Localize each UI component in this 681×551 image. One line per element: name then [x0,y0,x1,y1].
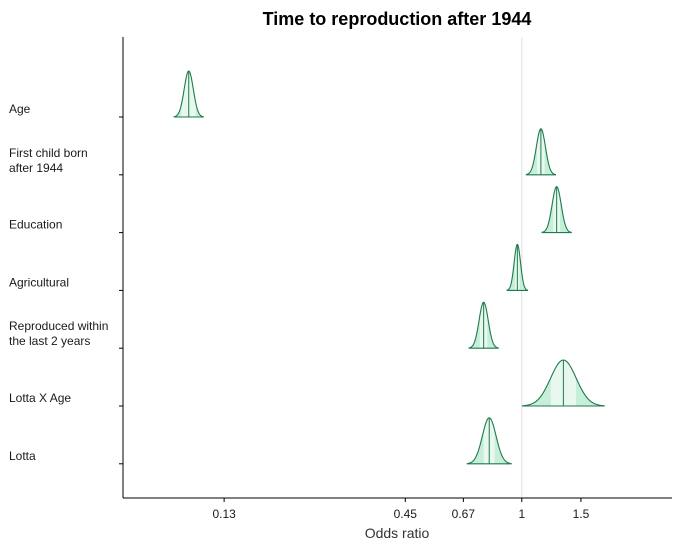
ridge-agricultural [506,243,529,291]
y-label-lotta: Lotta [9,449,36,463]
y-label-age: Age [9,102,31,116]
ridge-education [541,185,572,234]
density-outline [173,70,204,118]
x-tick-label-1-5: 1.5 [573,507,590,521]
y-label-reproduced-within-the-last-2-years: Reproduced within the last 2 years [9,319,108,348]
x-tick-label-0-13: 0.13 [212,507,236,521]
x-tick-label-0-45: 0.45 [394,507,418,521]
density-outline [541,185,572,234]
density-outline [506,243,529,291]
y-label-first-child-born-after-1944: First child born after 1944 [9,146,88,175]
density-outline [525,128,557,176]
x-tick-label-1: 1 [518,507,525,521]
ridge-lotta-x-age [521,359,605,407]
x-axis-label: Odds ratio [365,525,430,541]
ridge-reproduced-within-the-last-2-years [468,301,499,349]
chart-title: Time to reproduction after 1944 [263,9,532,29]
ridge-first-child-born-after-1944 [525,128,557,176]
ridges-layer [173,70,605,465]
y-axis-labels: Age First child born after 1944 Education Ag… [9,102,123,465]
density-outline [466,417,512,465]
y-label-agricultural: Agricultural [9,275,69,289]
density-outline [468,301,499,349]
y-label-education: Education [9,218,62,232]
ridge-lotta [466,417,512,465]
ridge-age [173,70,204,118]
y-label-lotta-x-age: Lotta X Age [9,391,71,405]
x-axis-ticks: 0.13 0.45 0.67 1 1.5 [212,498,590,521]
x-tick-label-0-67: 0.67 [452,507,476,521]
density-outline [521,359,605,407]
